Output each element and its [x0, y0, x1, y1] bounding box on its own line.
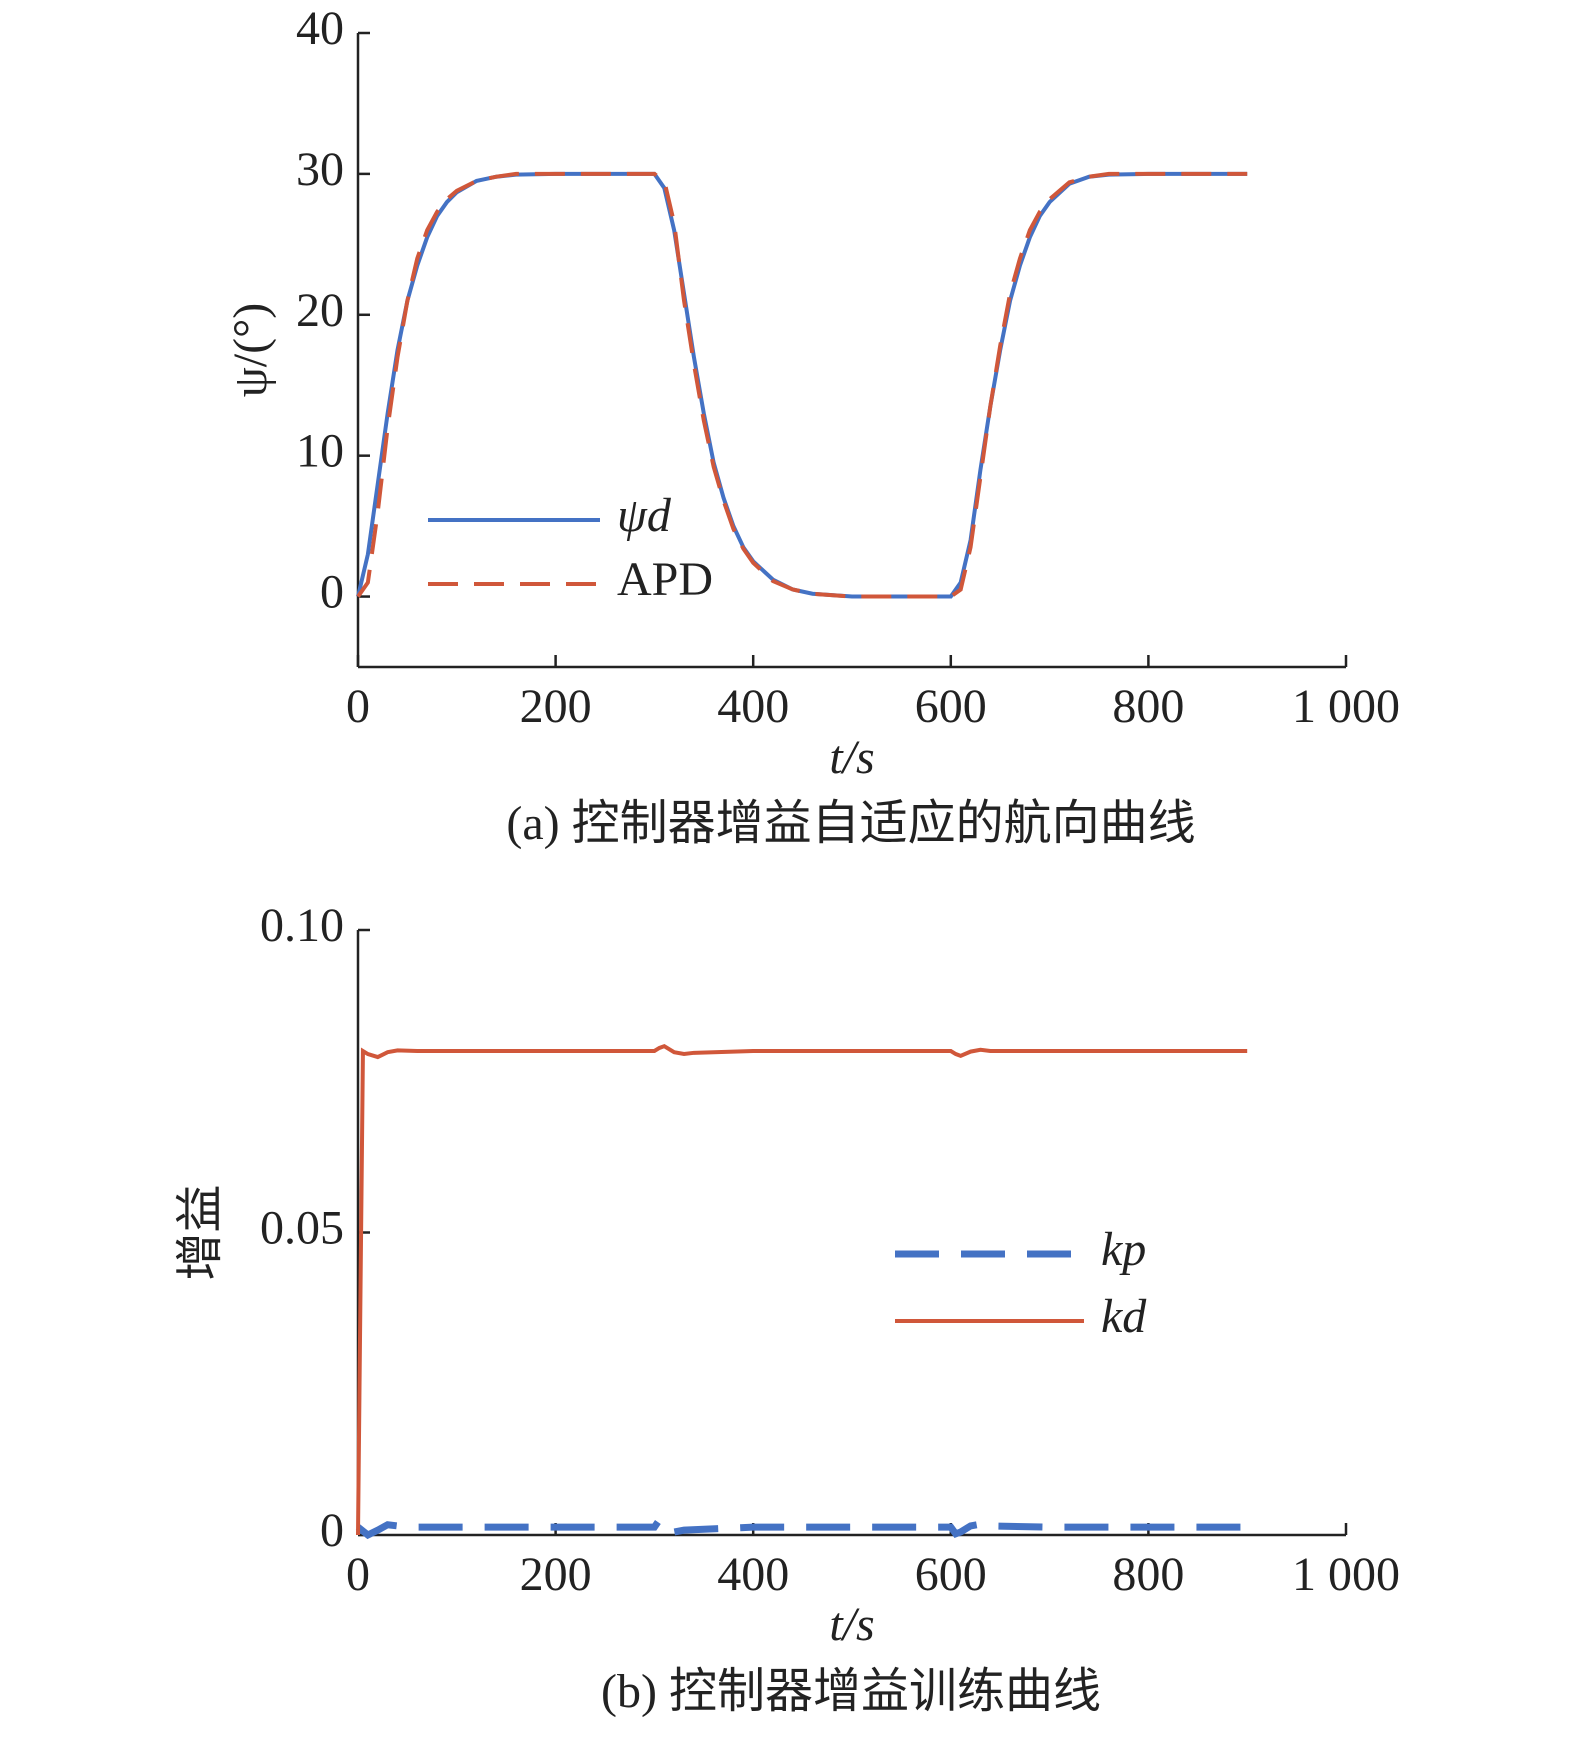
- y-tick-label: 30: [296, 143, 344, 196]
- series-line: [355, 1515, 1248, 1540]
- series-line: [356, 171, 1248, 599]
- x-tick-label: 400: [717, 680, 789, 733]
- legend-label: APD: [617, 553, 713, 606]
- x-tick-label: 600: [915, 1548, 987, 1601]
- caption: (a) 控制器增益自适应的航向曲线: [506, 797, 1195, 850]
- y-tick-label: 0.05: [260, 1202, 344, 1255]
- x-axis-label: t/s: [829, 1598, 874, 1651]
- x-axis-label: t/s: [829, 731, 874, 784]
- y-tick-label: 40: [296, 2, 344, 55]
- legend-label: kp: [1101, 1223, 1146, 1276]
- x-tick-label: 600: [915, 680, 987, 733]
- y-axis-label: ψ/(°): [224, 303, 277, 398]
- x-tick-label: 800: [1112, 680, 1184, 733]
- series-line: [356, 1043, 1248, 1536]
- y-tick-label: 0: [320, 566, 344, 619]
- x-tick-label: 0: [346, 1548, 370, 1601]
- x-tick-label: 200: [520, 680, 592, 733]
- y-tick-label: 0: [320, 1504, 344, 1557]
- legend-label: ψd: [617, 489, 672, 542]
- x-tick-label: 800: [1112, 1548, 1184, 1601]
- x-tick-label: 1 000: [1292, 680, 1400, 733]
- x-tick-label: 400: [717, 1548, 789, 1601]
- x-tick-label: 0: [346, 680, 370, 733]
- y-axis-label: 增益: [174, 1184, 227, 1280]
- legend-label: kd: [1101, 1290, 1147, 1343]
- x-tick-label: 1 000: [1292, 1548, 1400, 1601]
- y-tick-label: 10: [296, 425, 344, 478]
- y-tick-label: 20: [296, 284, 344, 337]
- series-line: [356, 171, 1248, 599]
- x-tick-label: 200: [520, 1548, 592, 1601]
- caption: (b) 控制器增益训练曲线: [601, 1665, 1101, 1718]
- y-tick-label: 0.10: [260, 899, 344, 952]
